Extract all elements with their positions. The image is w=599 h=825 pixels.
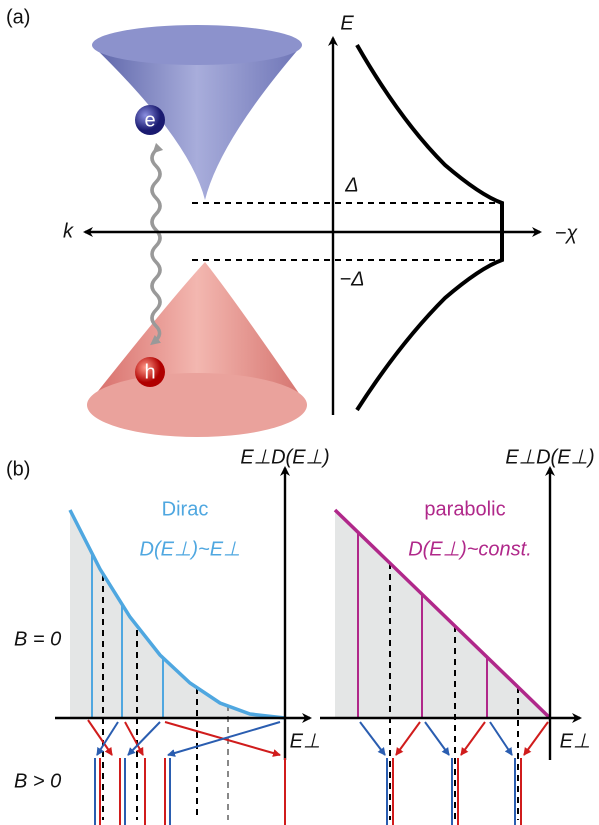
dirac-title: Dirac — [162, 498, 209, 520]
electron-label: e — [144, 109, 155, 131]
momentum-axis-label: k — [63, 220, 74, 242]
field-positive-label: B > 0 — [14, 770, 61, 792]
susceptibility-curve — [357, 45, 502, 410]
gap-lower-label: −Δ — [339, 268, 364, 290]
cone-base — [87, 373, 307, 437]
hole-label: h — [144, 361, 155, 383]
figure: (a) e h E k −χ Δ −Δ (b) B = 0 B > 0 E⊥D(… — [0, 0, 599, 825]
conduction-cone — [92, 45, 302, 200]
dirac-relation: D(E⊥)~E⊥ — [140, 538, 241, 560]
x-axis-label: E⊥ — [560, 730, 591, 752]
x-axis-label: E⊥ — [290, 730, 321, 752]
energy-axis-label: E — [340, 12, 354, 34]
parabolic-relation: D(E⊥)~const. — [408, 538, 532, 560]
cone-top — [92, 25, 302, 65]
parabolic-title: parabolic — [424, 498, 505, 520]
field-zero-label: B = 0 — [14, 628, 61, 650]
transition — [152, 150, 160, 342]
susceptibility-axis-label: −χ — [555, 222, 579, 244]
y-axis-label: E⊥D(E⊥) — [505, 446, 594, 468]
gap-upper-label: Δ — [344, 174, 358, 196]
y-axis-label: E⊥D(E⊥) — [240, 446, 329, 468]
panel-label: (a) — [6, 6, 30, 28]
panel-label: (b) — [6, 458, 30, 480]
